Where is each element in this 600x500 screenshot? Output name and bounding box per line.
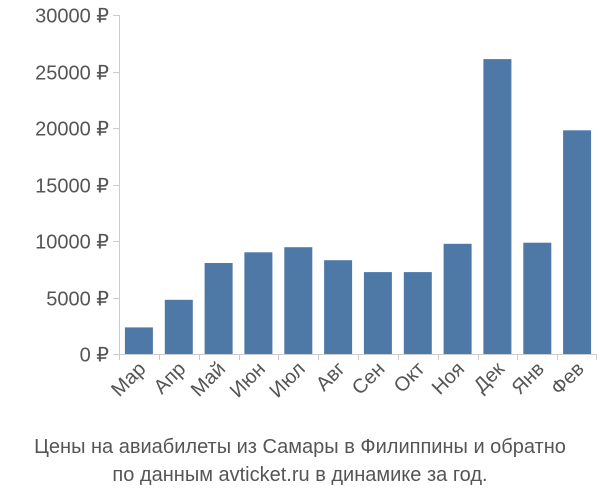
chart-caption-line-2: по данным avticket.ru в динамике за год. [112,464,488,486]
y-tick-label: 0 ₽ [80,345,110,367]
y-tick-label: 20000 ₽ [35,119,109,141]
x-tick-label: Ноя [428,358,469,399]
bar-2 [164,299,193,354]
bar-8 [403,272,432,354]
x-tick-label: Фев [547,358,589,400]
bar-12 [563,130,592,354]
bars [124,59,592,354]
bar-10 [483,59,512,354]
y-tick-label: 15000 ₽ [35,176,109,198]
x-tick-label: Окт [390,358,429,397]
y-tick-label: 30000 ₽ [35,6,109,28]
x-tick-label: Июл [266,358,310,402]
x-tick-label: Авг [312,358,350,396]
y-tick-label: 5000 ₽ [46,289,109,311]
x-tick-label: Сен [348,358,389,399]
bar-7 [363,272,392,354]
bar-3 [204,263,233,354]
bar-11 [523,242,552,354]
y-tick-label: 25000 ₽ [35,63,109,85]
x-tick-label: Янв [508,358,549,399]
bar-4 [244,252,273,354]
bar-5 [284,247,313,354]
x-tick-label: Апр [150,358,191,399]
y-tick-label: 10000 ₽ [35,232,109,254]
x-tick-label: Дек [470,358,509,397]
bar-6 [324,260,353,354]
x-tick-label: Май [187,358,230,401]
x-tick-label: Июн [226,358,270,402]
chart-caption-line-1: Цены на авиабилеты из Самары в Филиппины… [34,436,566,458]
bar-9 [443,243,472,354]
bar-1 [124,327,153,354]
y-axis: 0 ₽ 5000 ₽ 10000 ₽ 15000 ₽ 20000 ₽ 25000 ₽ 300… [35,6,120,367]
x-tick-label: Мар [107,358,150,401]
